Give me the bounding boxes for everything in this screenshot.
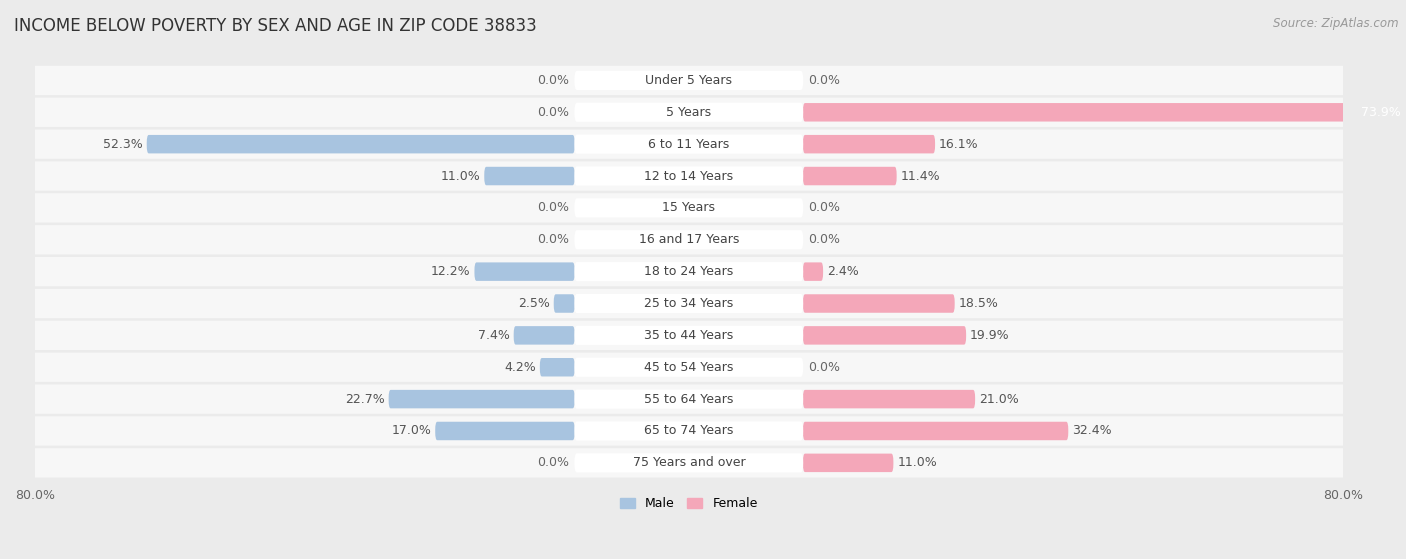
Text: 5 Years: 5 Years — [666, 106, 711, 119]
FancyBboxPatch shape — [484, 167, 575, 185]
FancyBboxPatch shape — [474, 262, 575, 281]
FancyBboxPatch shape — [575, 358, 803, 377]
Text: 22.7%: 22.7% — [344, 392, 385, 406]
FancyBboxPatch shape — [803, 135, 935, 153]
FancyBboxPatch shape — [803, 103, 1406, 121]
Text: 12.2%: 12.2% — [432, 265, 471, 278]
Text: 25 to 34 Years: 25 to 34 Years — [644, 297, 734, 310]
Text: 73.9%: 73.9% — [1361, 106, 1400, 119]
Text: 11.4%: 11.4% — [900, 169, 941, 183]
FancyBboxPatch shape — [540, 358, 575, 376]
FancyBboxPatch shape — [803, 326, 966, 344]
FancyBboxPatch shape — [31, 448, 1347, 477]
FancyBboxPatch shape — [575, 421, 803, 440]
Text: 0.0%: 0.0% — [808, 74, 841, 87]
Text: Under 5 Years: Under 5 Years — [645, 74, 733, 87]
FancyBboxPatch shape — [803, 167, 897, 185]
FancyBboxPatch shape — [146, 135, 575, 153]
Text: 0.0%: 0.0% — [537, 74, 569, 87]
FancyBboxPatch shape — [803, 262, 823, 281]
FancyBboxPatch shape — [31, 162, 1347, 191]
Text: 11.0%: 11.0% — [440, 169, 481, 183]
Legend: Male, Female: Male, Female — [614, 492, 762, 515]
Text: 52.3%: 52.3% — [103, 138, 143, 151]
Text: INCOME BELOW POVERTY BY SEX AND AGE IN ZIP CODE 38833: INCOME BELOW POVERTY BY SEX AND AGE IN Z… — [14, 17, 537, 35]
FancyBboxPatch shape — [803, 294, 955, 312]
Text: 16 and 17 Years: 16 and 17 Years — [638, 233, 740, 247]
FancyBboxPatch shape — [31, 225, 1347, 254]
FancyBboxPatch shape — [575, 262, 803, 281]
FancyBboxPatch shape — [803, 390, 976, 409]
FancyBboxPatch shape — [575, 390, 803, 409]
FancyBboxPatch shape — [31, 289, 1347, 318]
FancyBboxPatch shape — [31, 130, 1347, 159]
FancyBboxPatch shape — [803, 453, 893, 472]
FancyBboxPatch shape — [575, 167, 803, 186]
Text: 2.5%: 2.5% — [517, 297, 550, 310]
Text: 65 to 74 Years: 65 to 74 Years — [644, 424, 734, 438]
FancyBboxPatch shape — [31, 193, 1347, 222]
Text: 0.0%: 0.0% — [808, 201, 841, 215]
Text: 0.0%: 0.0% — [537, 201, 569, 215]
Text: 0.0%: 0.0% — [537, 106, 569, 119]
FancyBboxPatch shape — [803, 421, 1069, 440]
Text: 19.9%: 19.9% — [970, 329, 1010, 342]
FancyBboxPatch shape — [575, 198, 803, 217]
FancyBboxPatch shape — [575, 294, 803, 313]
Text: 0.0%: 0.0% — [537, 233, 569, 247]
FancyBboxPatch shape — [513, 326, 575, 344]
FancyBboxPatch shape — [554, 294, 575, 312]
FancyBboxPatch shape — [31, 416, 1347, 446]
FancyBboxPatch shape — [575, 135, 803, 154]
FancyBboxPatch shape — [31, 257, 1347, 286]
FancyBboxPatch shape — [436, 421, 575, 440]
FancyBboxPatch shape — [575, 230, 803, 249]
Text: Source: ZipAtlas.com: Source: ZipAtlas.com — [1274, 17, 1399, 30]
FancyBboxPatch shape — [575, 326, 803, 345]
Text: 16.1%: 16.1% — [939, 138, 979, 151]
Text: 4.2%: 4.2% — [505, 361, 536, 374]
Text: 12 to 14 Years: 12 to 14 Years — [644, 169, 734, 183]
FancyBboxPatch shape — [575, 71, 803, 90]
FancyBboxPatch shape — [575, 103, 803, 122]
Text: 0.0%: 0.0% — [808, 361, 841, 374]
Text: 18 to 24 Years: 18 to 24 Years — [644, 265, 734, 278]
Text: 32.4%: 32.4% — [1073, 424, 1112, 438]
Text: 2.4%: 2.4% — [827, 265, 859, 278]
FancyBboxPatch shape — [388, 390, 575, 409]
Text: 18.5%: 18.5% — [959, 297, 998, 310]
Text: 0.0%: 0.0% — [808, 233, 841, 247]
Text: 0.0%: 0.0% — [537, 456, 569, 470]
Text: 6 to 11 Years: 6 to 11 Years — [648, 138, 730, 151]
Text: 45 to 54 Years: 45 to 54 Years — [644, 361, 734, 374]
FancyBboxPatch shape — [31, 385, 1347, 414]
Text: 17.0%: 17.0% — [391, 424, 432, 438]
Text: 7.4%: 7.4% — [478, 329, 510, 342]
FancyBboxPatch shape — [31, 321, 1347, 350]
Text: 55 to 64 Years: 55 to 64 Years — [644, 392, 734, 406]
Text: 11.0%: 11.0% — [897, 456, 936, 470]
FancyBboxPatch shape — [575, 453, 803, 472]
FancyBboxPatch shape — [31, 98, 1347, 127]
Text: 75 Years and over: 75 Years and over — [633, 456, 745, 470]
Text: 35 to 44 Years: 35 to 44 Years — [644, 329, 734, 342]
Text: 15 Years: 15 Years — [662, 201, 716, 215]
FancyBboxPatch shape — [31, 353, 1347, 382]
Text: 21.0%: 21.0% — [979, 392, 1019, 406]
FancyBboxPatch shape — [31, 66, 1347, 95]
